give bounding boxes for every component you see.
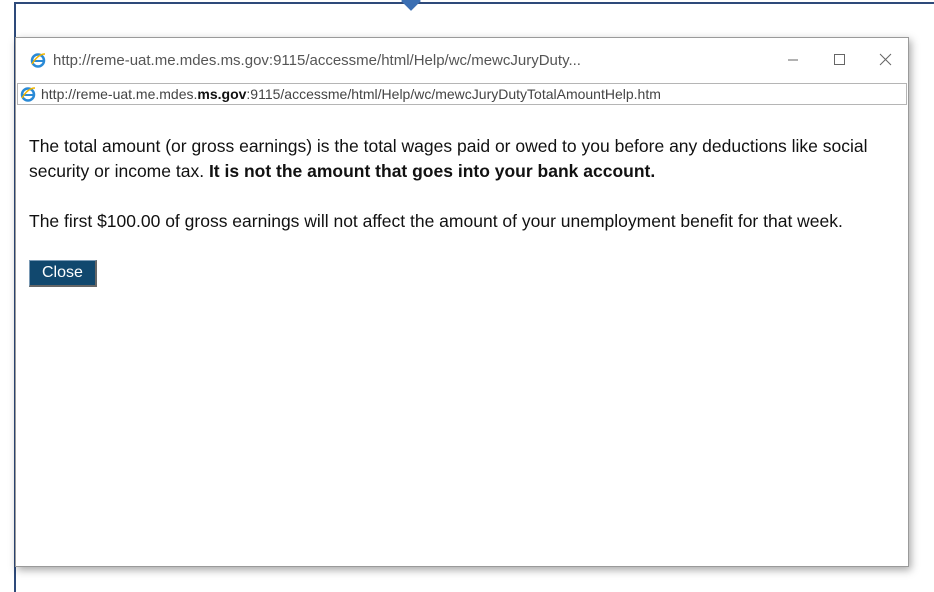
address-prefix: http://reme-uat.me.mdes.: [41, 86, 197, 102]
maximize-button[interactable]: [816, 38, 862, 82]
close-button[interactable]: Close: [29, 260, 97, 287]
minimize-button[interactable]: [770, 38, 816, 82]
close-window-button[interactable]: [862, 38, 908, 82]
ie-icon: [30, 52, 46, 68]
popup-window: http://reme-uat.me.mdes.ms.gov:9115/acce…: [15, 37, 909, 567]
ie-icon: [20, 86, 36, 102]
address-domain: ms.gov: [197, 86, 246, 102]
title-bar: http://reme-uat.me.mdes.ms.gov:9115/acce…: [16, 38, 908, 82]
pointer: [401, 0, 421, 11]
frame-border: [14, 2, 934, 4]
window-title: http://reme-uat.me.mdes.ms.gov:9115/acce…: [53, 52, 581, 69]
paragraph-text: The first $100.00 of gross earnings will…: [29, 211, 843, 231]
help-content: The total amount (or gross earnings) is …: [29, 134, 874, 287]
page: {"window": {"title": "http://reme-uat.me…: [0, 0, 934, 592]
paragraph: The first $100.00 of gross earnings will…: [29, 209, 874, 234]
address-bar: http://reme-uat.me.mdes.ms.gov:9115/acce…: [17, 83, 907, 105]
address-suffix: :9115/accessme/html/Help/wc/mewcJuryDuty…: [246, 86, 660, 102]
paragraph-bold: It is not the amount that goes into your…: [209, 161, 655, 181]
paragraph: The total amount (or gross earnings) is …: [29, 134, 874, 184]
window-controls: [770, 38, 908, 82]
